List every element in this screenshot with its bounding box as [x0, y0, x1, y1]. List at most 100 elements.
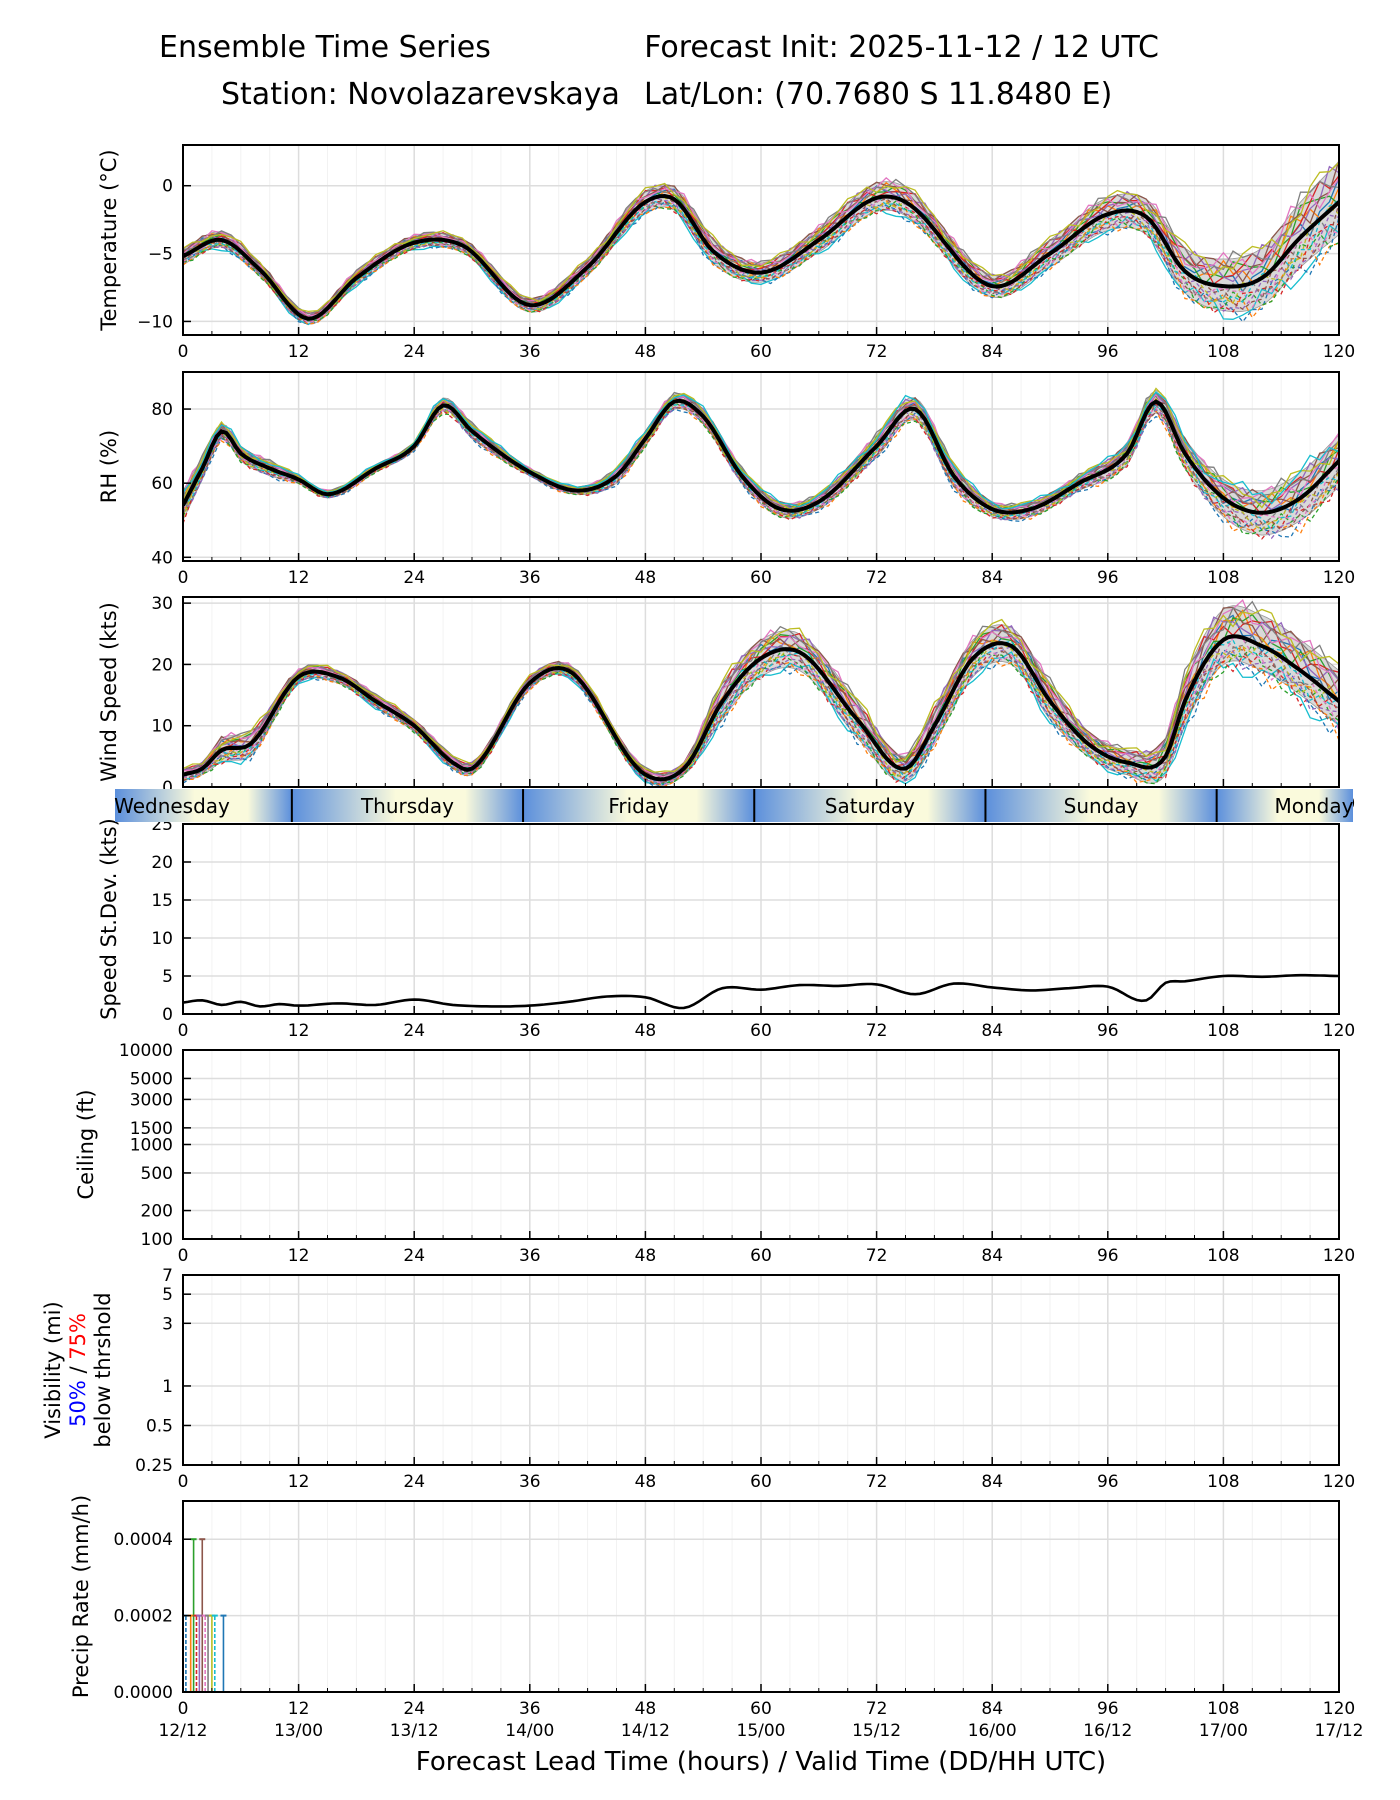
x-tick-label: 84 — [981, 1246, 1003, 1266]
day-segment — [754, 789, 986, 822]
x-tick-label: 60 — [750, 1699, 772, 1719]
ensemble-member-line — [183, 600, 1339, 776]
x-tick-label: 24 — [403, 1699, 425, 1719]
panel-precip_rate: 0 12 24 36 48 60 72 84 96 108 120 0.0000 0.0002 0.000… — [69, 1495, 1364, 1777]
vis-slash: / — [66, 1360, 90, 1380]
forecast-init: Forecast Init: 2025-11-12 / 12 UTC — [644, 30, 1159, 65]
x-tick-label: 84 — [981, 568, 1003, 588]
x-tick-label: 96 — [1097, 1699, 1119, 1719]
x-tick-label: 108 — [1207, 342, 1239, 362]
y-tick-label: 10 — [151, 929, 173, 949]
x-tick-label: 84 — [981, 342, 1003, 362]
day-band: Wednesday Thursday Friday Saturday Sunday Mon… — [114, 789, 1354, 822]
x-tick-label: 96 — [1097, 1021, 1119, 1041]
valid-time-label: 13/12 — [390, 1721, 439, 1741]
x-tick-label: 120 — [1323, 1246, 1355, 1266]
ensemble-mean-line — [183, 398, 1339, 515]
x-tick-label: 36 — [519, 1472, 541, 1492]
y-tick-label: 0.0004 — [114, 1530, 173, 1550]
ensemble-member-line — [183, 647, 1339, 784]
ensemble-member-line — [183, 608, 1339, 773]
x-tick-label: 0 — [178, 568, 189, 588]
x-tick-label: 60 — [750, 1021, 772, 1041]
panel-wind_speed: 012243648607284961081200102030Wind Speed… — [97, 594, 1355, 814]
panel-temperature: 0 12 24 36 48 60 72 84 96 108 120 −10 −5 0 Temperature… — [97, 144, 1355, 362]
ensemble-member-line — [183, 637, 1339, 786]
x-tick-label: 72 — [866, 1021, 888, 1041]
ensemble-mean-line — [183, 634, 1339, 782]
vis-50pct-label: 50% — [66, 1380, 90, 1427]
x-tick-label: 120 — [1323, 342, 1355, 362]
x-tick-label: 108 — [1207, 1021, 1239, 1041]
station-latlon: Lat/Lon: (70.7680 S 11.8480 E) — [644, 77, 1113, 112]
y-tick-label: 5 — [162, 967, 173, 987]
day-segment — [985, 789, 1217, 822]
x-tick-label: 72 — [866, 1472, 888, 1492]
y-axis-label: Speed St.Dev. (kts) — [97, 818, 121, 1020]
x-tick-label: 120 — [1323, 1021, 1355, 1041]
y-axis-label: Precip Rate (mm/h) — [69, 1495, 93, 1698]
y-tick-label: 15 — [151, 891, 173, 911]
ensemble-member-line — [183, 178, 1339, 315]
y-tick-label: −5 — [148, 245, 173, 265]
valid-time-label: 17/12 — [1315, 1721, 1364, 1741]
valid-time-label: 15/12 — [852, 1721, 901, 1741]
x-tick-label: 48 — [635, 1699, 657, 1719]
x-tick-label: 0 — [178, 342, 189, 362]
panel-visibility: 0 12 24 36 48 60 72 84 96 108 120 0.25 0.5 1 3 57 Visibi… — [41, 1266, 1355, 1492]
x-tick-label: 24 — [403, 568, 425, 588]
ensemble-member-line — [183, 651, 1339, 785]
ensemble-layer — [183, 387, 1339, 540]
ensemble-member-line — [183, 196, 1339, 323]
ensemble-member-line — [183, 406, 1339, 540]
x-tick-label: 108 — [1207, 1699, 1239, 1719]
ensemble-mean-line — [183, 973, 1339, 1010]
x-tick-label: 60 — [750, 1472, 772, 1492]
x-tick-label: 72 — [866, 342, 888, 362]
x-tick-label: 84 — [981, 1021, 1003, 1041]
x-tick-label: 12 — [288, 568, 310, 588]
figure-title: Ensemble Time Series — [159, 30, 491, 65]
valid-time-label: 16/12 — [1083, 1721, 1132, 1741]
x-tick-label: 48 — [635, 568, 657, 588]
y-tick-label: 10000 — [119, 1041, 173, 1061]
y-axis-label: RH (%) — [97, 430, 121, 503]
x-tick-label: 0 — [178, 1472, 189, 1492]
x-tick-label: 72 — [866, 1246, 888, 1266]
day-label: Monday — [1275, 794, 1354, 818]
x-tick-label: 48 — [635, 1021, 657, 1041]
x-tick-label: 120 — [1323, 568, 1355, 588]
x-tick-label: 120 — [1323, 1699, 1355, 1719]
station-name: Station: Novolazarevskaya — [221, 77, 620, 112]
ensemble-member-line — [183, 391, 1339, 510]
y-tick-label: 7 — [162, 1266, 173, 1286]
x-tick-label: 24 — [403, 1472, 425, 1492]
y-tick-label: 0.0002 — [114, 1607, 173, 1627]
valid-time-label: 14/00 — [505, 1721, 554, 1741]
x-tick-label: 36 — [519, 1699, 541, 1719]
valid-time-label: 17/00 — [1199, 1721, 1248, 1741]
x-tick-label: 108 — [1207, 1246, 1239, 1266]
y-tick-label: 5 — [162, 1285, 173, 1305]
x-tick-label: 96 — [1097, 1472, 1119, 1492]
ensemble-member-line — [183, 645, 1339, 787]
panel-ceiling: 0 12 24 36 48 60 72 84 96 108 120 100 200 500 10001500… — [74, 1041, 1355, 1266]
y-tick-label: 0 — [162, 177, 173, 197]
y-axis-label: Temperature (°C) — [97, 149, 121, 331]
y-axis-label: Visibility (mi) — [41, 1301, 65, 1438]
y-tick-label: 10 — [151, 717, 173, 737]
y-axis-label-percentiles: 50% / 75% — [66, 1313, 90, 1427]
ensemble-member-line — [183, 161, 1339, 313]
y-tick-label: 3000 — [130, 1090, 173, 1110]
y-tick-label: 0.0000 — [114, 1683, 173, 1703]
day-label: Wednesday — [114, 794, 230, 818]
x-tick-label: 0 — [178, 1699, 189, 1719]
y-tick-label: 30 — [151, 594, 173, 614]
y-axis-label-sub: below thrshold — [91, 1292, 115, 1447]
x-tick-label: 24 — [403, 1246, 425, 1266]
ensemble-member-line — [183, 637, 1339, 780]
y-tick-label: −10 — [137, 312, 173, 332]
x-tick-label: 84 — [981, 1472, 1003, 1492]
x-tick-label: 12 — [288, 1472, 310, 1492]
